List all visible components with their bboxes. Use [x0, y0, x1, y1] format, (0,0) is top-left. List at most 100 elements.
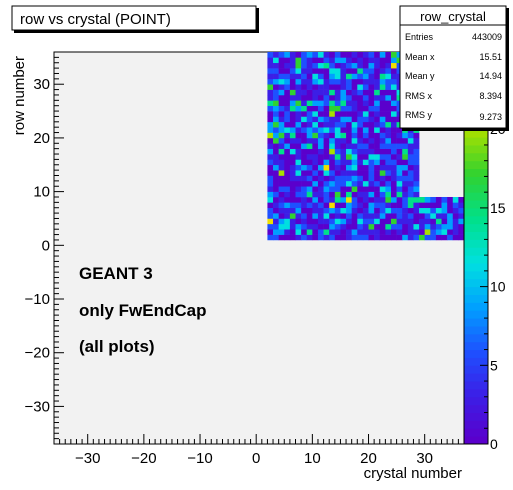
heatmap-cell	[374, 170, 381, 176]
heatmap-cell	[284, 137, 291, 144]
heatmap-cell	[413, 186, 420, 192]
heatmap-cell	[368, 62, 375, 69]
heatmap-cell	[317, 202, 324, 209]
heatmap-cell	[379, 229, 386, 235]
heatmap-cell	[379, 196, 386, 203]
heatmap-cell	[413, 207, 420, 214]
heatmap-cell	[379, 73, 386, 80]
heatmap-cell	[267, 229, 274, 235]
heatmap-cell	[334, 94, 341, 101]
heatmap-cell	[273, 207, 279, 214]
heatmap-cell	[278, 164, 285, 171]
heatmap-cell	[362, 180, 369, 187]
heatmap-cell	[284, 196, 291, 203]
heatmap-cell	[312, 213, 319, 219]
heatmap-cell	[346, 143, 352, 149]
heatmap-cell	[402, 148, 409, 155]
heatmap-cell	[278, 148, 285, 155]
heatmap-cell	[413, 213, 420, 219]
heatmap-cell	[295, 159, 302, 166]
heatmap-cell	[273, 132, 279, 139]
heatmap-cell	[278, 175, 285, 182]
heatmap-cell	[458, 229, 465, 235]
heatmap-cell	[334, 186, 341, 192]
heatmap-cell	[334, 132, 341, 139]
heatmap-cell	[273, 84, 279, 90]
heatmap-cell	[323, 213, 330, 219]
heatmap-cell	[295, 234, 302, 241]
heatmap-cell	[413, 191, 420, 198]
heatmap-cell	[317, 52, 324, 58]
heatmap-cell	[340, 159, 347, 166]
heatmap-cell	[368, 154, 375, 160]
heatmap-cell	[289, 180, 296, 187]
heatmap-cell	[329, 89, 336, 96]
heatmap-cell	[312, 170, 319, 176]
heatmap-cell	[390, 218, 397, 225]
heatmap-cell	[402, 207, 409, 214]
heatmap-cell	[407, 154, 414, 160]
heatmap-cell	[413, 234, 420, 241]
heatmap-cell	[273, 223, 279, 230]
color-scale-band	[464, 357, 488, 366]
heatmap-cell	[306, 223, 313, 230]
heatmap-cell	[278, 111, 285, 117]
heatmap-cell	[289, 52, 296, 58]
heatmap-cell	[334, 143, 341, 149]
heatmap-cell	[295, 202, 302, 209]
heatmap-cell	[362, 207, 369, 214]
stats-rms-y-label: RMS y	[405, 110, 433, 120]
heatmap-cell	[273, 154, 279, 160]
heatmap-cell	[346, 175, 352, 182]
heatmap-cell	[368, 180, 375, 187]
heatmap-cell	[447, 196, 454, 203]
heatmap-cell	[312, 94, 319, 101]
color-scale-band	[464, 349, 488, 358]
heatmap-cell	[312, 229, 319, 235]
heatmap-cell	[368, 170, 375, 176]
heatmap-cell	[295, 213, 302, 219]
stats-mean-y-value: 14.94	[479, 71, 502, 81]
heatmap-cell	[441, 196, 448, 203]
heatmap-cell	[424, 213, 431, 219]
heatmap-cell	[301, 202, 308, 209]
heatmap-cell	[284, 234, 291, 241]
heatmap-cell	[379, 137, 386, 144]
heatmap-cell	[306, 148, 313, 155]
heatmap-cell	[396, 159, 403, 166]
heatmap-cell	[346, 223, 352, 230]
heatmap-cell	[289, 234, 296, 241]
color-scale-band	[464, 144, 488, 154]
heatmap-cell	[312, 137, 319, 144]
heatmap-cell	[419, 218, 425, 225]
heatmap-cell	[306, 68, 313, 74]
heatmap-cell	[301, 154, 308, 160]
heatmap-cell	[385, 207, 392, 214]
heatmap-cell	[351, 170, 358, 176]
heatmap-cell	[273, 89, 279, 96]
heatmap-cell	[273, 148, 279, 155]
heatmap-cell	[390, 180, 397, 187]
heatmap-cell	[340, 68, 347, 74]
heatmap-cell	[424, 218, 431, 225]
heatmap-cell	[284, 78, 291, 85]
heatmap-cell	[452, 207, 459, 214]
heatmap-cell	[306, 202, 313, 209]
heatmap-cell	[413, 159, 420, 166]
heatmap-cell	[273, 159, 279, 166]
heatmap-cell	[385, 180, 392, 187]
heatmap-cell	[340, 148, 347, 155]
heatmap-cell	[407, 234, 414, 241]
heatmap-cell	[312, 191, 319, 198]
heatmap-cell	[452, 234, 459, 241]
heatmap-cell	[334, 159, 341, 166]
heatmap-cell	[447, 218, 454, 225]
heatmap-cell	[402, 223, 409, 230]
heatmap-cell	[284, 207, 291, 214]
heatmap-cell	[390, 159, 397, 166]
heatmap-cell	[323, 68, 330, 74]
heatmap-cell	[396, 170, 403, 176]
heatmap-cell	[329, 218, 336, 225]
heatmap-cell	[385, 196, 392, 203]
heatmap-cell	[351, 100, 358, 106]
